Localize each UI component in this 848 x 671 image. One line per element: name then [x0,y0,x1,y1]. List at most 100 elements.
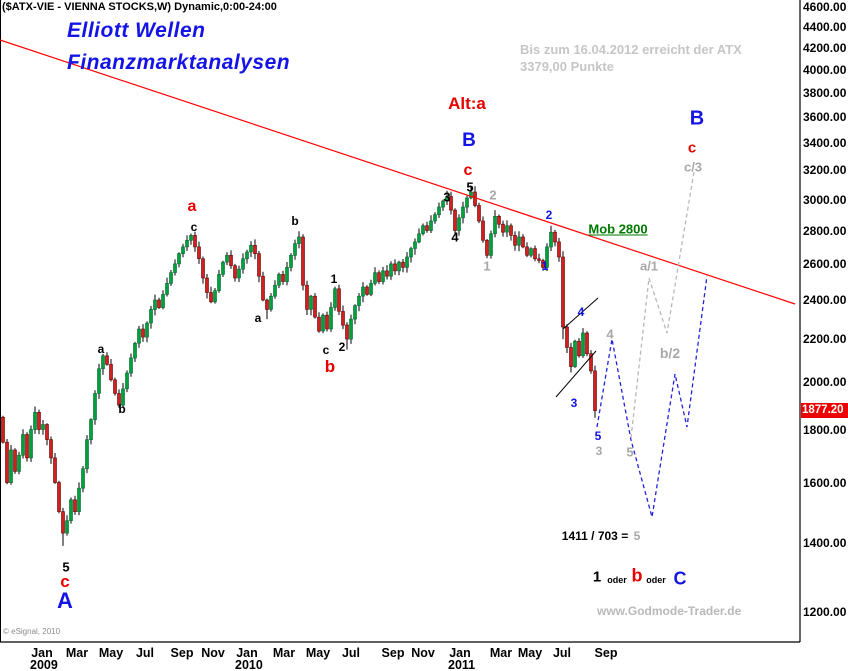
price-tick-4600: 4600.00 [803,0,847,14]
candle-up [149,309,153,324]
candle-up [469,191,473,199]
candle-down [113,379,117,394]
candle-down [281,274,285,282]
candle-up [241,258,245,270]
candle-up [213,290,217,303]
candle-up [125,372,129,390]
candle-up [277,274,281,286]
candle-up [441,200,445,208]
candle-up [273,284,277,297]
candle-down [533,248,537,260]
candle-up [373,272,377,284]
year-label-2011: 2011 [448,658,476,671]
candle-up [489,233,493,256]
price-tick-2200: 2200.00 [803,332,847,347]
candle-up [225,255,229,263]
month-label: May [98,646,124,660]
flag-channel-lines [555,297,599,398]
candle-down [569,347,573,367]
wave-5-2011: 5 [466,179,474,195]
wave-c-red-2011-top: c [463,162,473,179]
site-watermark: www.Godmode-Trader.de [597,604,742,618]
candle-up [237,268,241,279]
price-tick-3600: 3600.00 [803,110,847,125]
candle-down [253,245,257,255]
brand-line-2: Finanzmarktanalysen [67,51,291,74]
price-tick-1800: 1800.00 [803,422,847,437]
wave-a-red-2009-top: a [187,198,197,215]
wave-c-2010-may: c [322,343,330,357]
candle-up [65,520,69,534]
year-label-2010: 2010 [235,658,263,671]
wave-c-2009-top: c [190,220,198,234]
candle-down [193,235,197,248]
candle-down [109,364,113,381]
candle-down [37,411,41,430]
candle-down [73,499,77,512]
candle-down [265,299,269,310]
candle-up [321,314,325,332]
candle-up [269,295,273,310]
candles-group [1,186,597,546]
candle-up [145,322,149,338]
candle-up [289,255,293,268]
alt-count-oder-2: oder [646,575,666,585]
candle-up [433,214,437,222]
candle-up [85,439,89,470]
candle-down [525,246,529,256]
candle-up [349,318,353,340]
wave-3-2011: 3 [443,189,451,205]
wave-5-2009-low: 5 [62,559,70,575]
candle-up [409,248,413,258]
candle-down [61,511,65,534]
wave-b-2010-apr: b [291,214,299,228]
wave-2-blue: 2 [545,208,553,222]
price-tick-3400: 3400.00 [803,136,847,151]
candle-up [101,355,105,369]
candle-up [189,235,193,241]
price-tick-2000: 2000.00 [803,375,847,390]
candle-up [33,411,37,430]
alt-count-oder-1: oder [607,575,627,585]
candle-down [49,439,53,459]
month-label: Nov [201,646,225,660]
candle-down [313,295,317,318]
candle-down [537,258,541,261]
candle-down [585,332,589,355]
candle-down [565,326,569,348]
candle-up [369,283,373,295]
candle-up [221,261,225,275]
candle-down [513,235,517,246]
candle-down [117,393,121,406]
wave-3-gray: 3 [595,444,603,458]
wave-4-gray: 4 [606,326,614,342]
alt-count-b: b [631,565,643,586]
candle-up [181,246,185,254]
candle-up [529,248,533,256]
candle-up [397,261,401,272]
candle-down [105,355,109,365]
month-label: Mar [65,646,89,660]
candle-up [29,429,33,459]
candle-up [581,332,585,357]
month-label: Jul [552,646,572,660]
candle-down [197,246,201,259]
projection-primary-bearish-blue [596,275,708,518]
candle-up [505,225,509,233]
price-tick-1200: 1200.00 [803,605,847,620]
wave-2-gray: 2 [489,187,497,203]
candle-up [353,305,357,320]
candle-down [13,449,17,472]
month-label: Mar [272,646,296,660]
candle-down [317,316,321,332]
month-label: Jul [341,646,361,660]
wave-A-blue-2009-low: A [57,588,73,613]
candle-down [261,275,265,301]
candle-down [401,261,405,268]
candle-up [545,246,549,268]
projection-alternative-gray [630,171,695,439]
alt-count-1: 1 [592,568,602,586]
candle-up [177,253,181,265]
